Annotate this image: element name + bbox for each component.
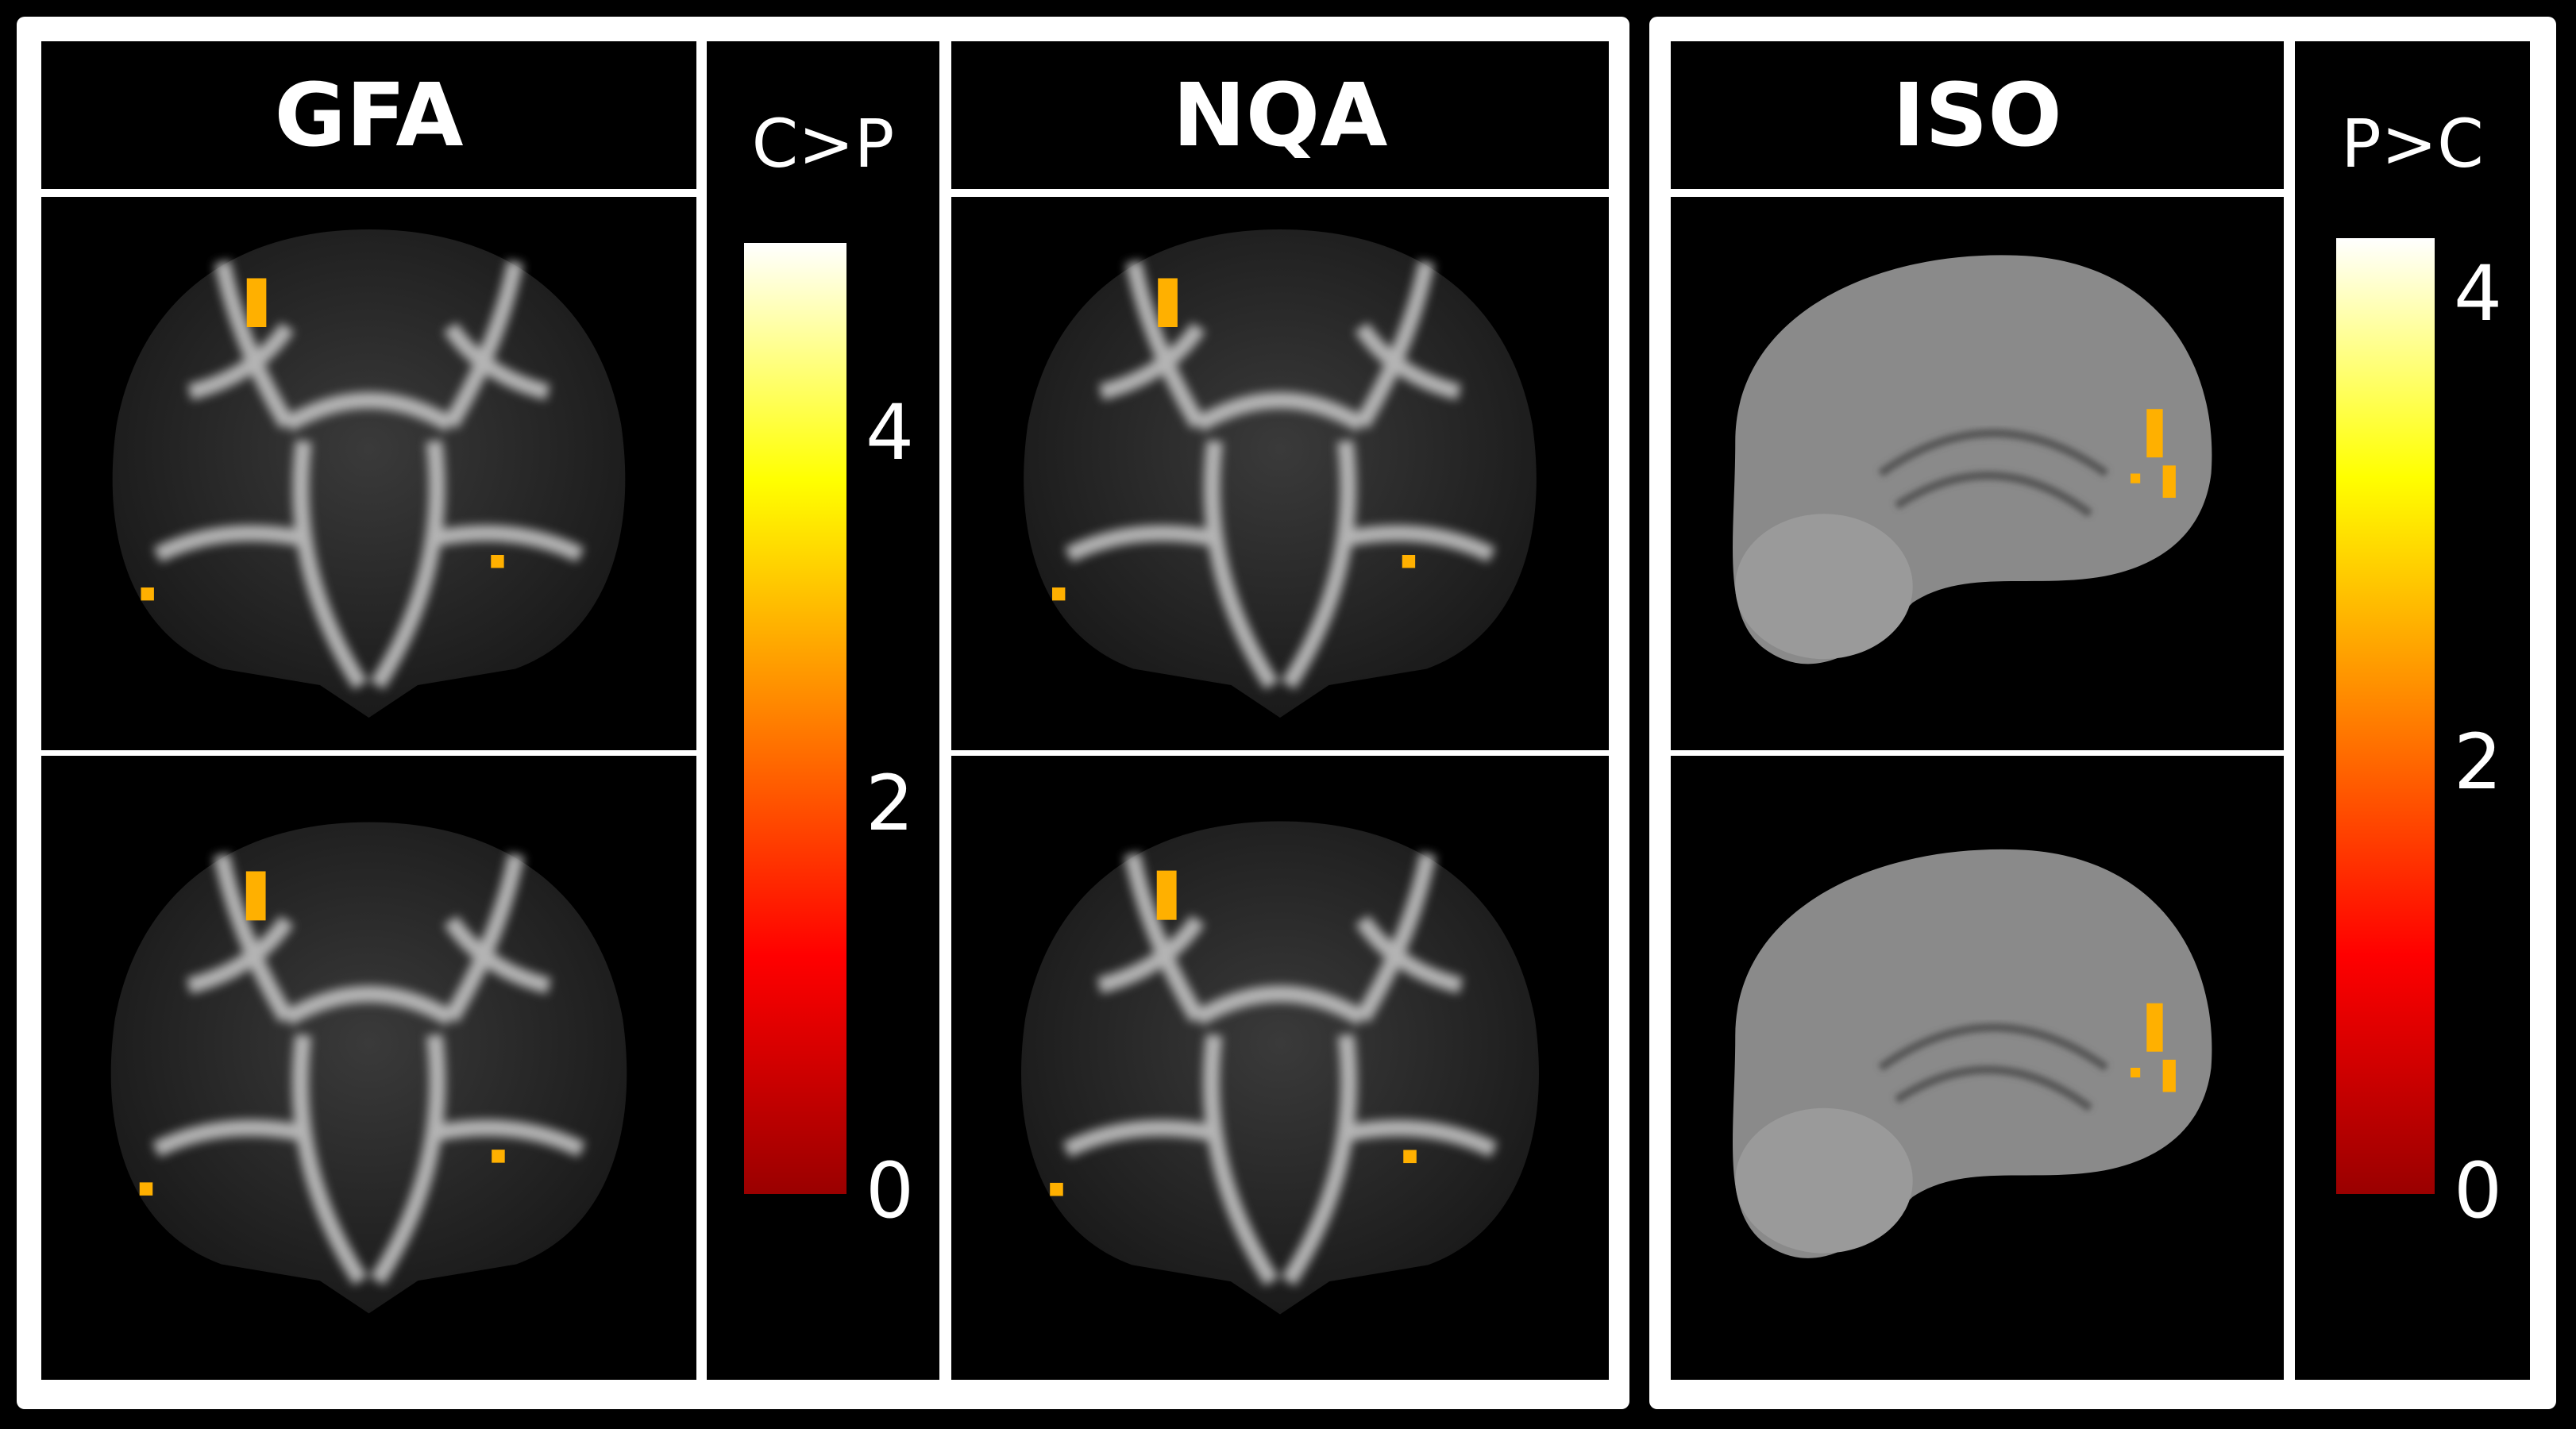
iso-slice-bottom xyxy=(1671,756,2284,1380)
brain-slice-image xyxy=(1021,821,1539,1315)
brain-slice-image xyxy=(1024,229,1537,718)
colorbar-gradient xyxy=(2336,238,2435,1194)
colorbar-p-gt-c: P>C 4 2 0 xyxy=(2295,41,2530,1380)
colorbar-label: C>P xyxy=(751,105,895,183)
nqa-slice-top xyxy=(951,197,1609,750)
gfa-slice-bottom xyxy=(41,756,696,1380)
gfa-header: GFA xyxy=(41,41,696,189)
gfa-slice-top xyxy=(41,197,696,750)
colorbar-tick: 2 xyxy=(866,759,915,848)
colorbar-gradient xyxy=(744,243,846,1194)
iso-header: ISO xyxy=(1671,41,2284,189)
colorbar-tick: 4 xyxy=(2454,249,2503,338)
brain-slice-image xyxy=(1733,255,2212,664)
brain-slice-image xyxy=(112,229,626,718)
nqa-header: NQA xyxy=(951,41,1609,189)
colorbar-tick: 0 xyxy=(2454,1146,2503,1235)
brain-slice-image xyxy=(1733,849,2212,1258)
colorbar-tick: 0 xyxy=(866,1146,915,1235)
colorbar-tick: 2 xyxy=(2454,718,2503,807)
brain-slice-image xyxy=(110,822,627,1314)
colorbar-tick: 4 xyxy=(866,388,915,477)
colorbar-label: P>C xyxy=(2341,105,2484,183)
iso-slice-top xyxy=(1671,197,2284,750)
colorbar-c-gt-p: C>P 4 2 0 xyxy=(707,41,939,1380)
nqa-slice-bottom xyxy=(951,756,1609,1380)
